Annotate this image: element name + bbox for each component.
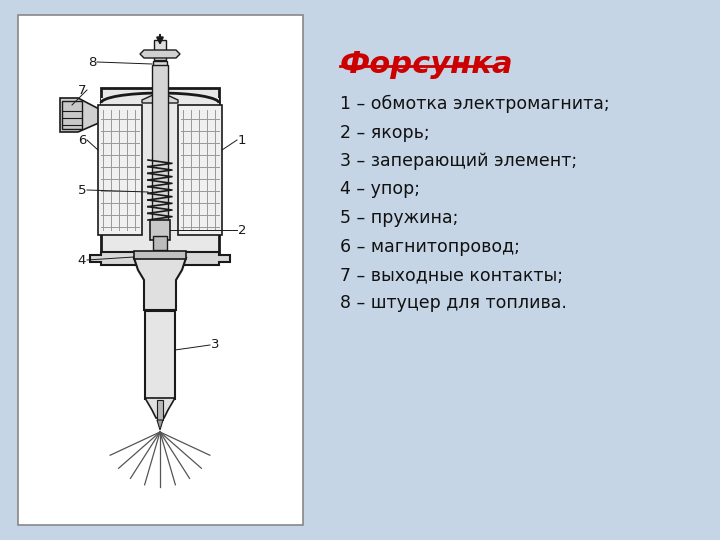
Bar [101, 98, 219, 108]
Text: 3 – заперающий элемент;: 3 – заперающий элемент; [340, 152, 577, 170]
Bar [98, 105, 142, 235]
Polygon shape [145, 398, 175, 418]
Text: 4: 4 [78, 253, 86, 267]
Bar [155, 75, 165, 95]
Bar [152, 65, 168, 235]
Text: 5 – пружина;: 5 – пружина; [340, 209, 459, 227]
Bar [157, 400, 163, 420]
Text: Форсунка: Форсунка [340, 50, 513, 79]
Bar [62, 101, 82, 129]
Text: 7: 7 [78, 84, 86, 97]
Bar [150, 220, 170, 240]
Bar [153, 61, 167, 75]
Polygon shape [140, 50, 180, 58]
Text: 6: 6 [78, 133, 86, 146]
Bar [154, 40, 166, 60]
Text: 6 – магнитопровод;: 6 – магнитопровод; [340, 238, 520, 255]
Polygon shape [157, 420, 163, 430]
Bar [153, 236, 167, 250]
Polygon shape [60, 98, 101, 132]
Text: 3: 3 [211, 339, 220, 352]
Text: 2 – якорь;: 2 – якорь; [340, 124, 430, 141]
Text: 8 – штуцер для топлива.: 8 – штуцер для топлива. [340, 294, 567, 313]
Text: 8: 8 [88, 56, 96, 69]
Polygon shape [142, 94, 178, 103]
FancyBboxPatch shape [18, 15, 303, 525]
Text: 5: 5 [78, 184, 86, 197]
Text: 4 – упор;: 4 – упор; [340, 180, 420, 199]
Bar [101, 87, 219, 253]
Bar [145, 311, 175, 399]
Text: 1 – обмотка электромагнита;: 1 – обмотка электромагнита; [340, 95, 610, 113]
Bar [134, 251, 186, 259]
Polygon shape [90, 252, 230, 265]
Text: 1: 1 [238, 133, 246, 146]
Polygon shape [134, 258, 186, 310]
Bar [178, 105, 222, 235]
Text: 2: 2 [238, 224, 246, 237]
Text: 7 – выходные контакты;: 7 – выходные контакты; [340, 266, 563, 284]
